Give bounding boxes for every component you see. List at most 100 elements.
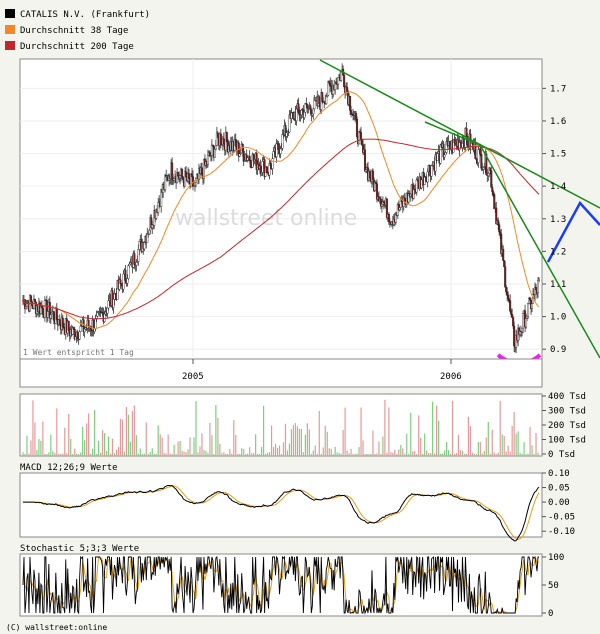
price-candle-body bbox=[309, 105, 312, 111]
volume-bar bbox=[537, 452, 539, 456]
volume-bar bbox=[91, 448, 94, 456]
volume-bar bbox=[173, 444, 175, 456]
volume-bar bbox=[93, 410, 96, 456]
volume-bar bbox=[481, 453, 483, 456]
volume-bar bbox=[336, 452, 338, 456]
volume-bar bbox=[101, 430, 104, 456]
volume-bar bbox=[402, 448, 404, 456]
stochastic-lines bbox=[22, 555, 539, 615]
price-candle-body bbox=[138, 241, 141, 250]
volume-bar bbox=[292, 424, 295, 456]
volume-bar bbox=[338, 452, 340, 456]
volume-bar bbox=[62, 453, 64, 456]
volume-bar bbox=[119, 418, 122, 456]
volume-bar bbox=[515, 433, 517, 456]
volume-bar bbox=[151, 448, 153, 456]
volume-bar bbox=[221, 453, 223, 456]
volume-bar bbox=[268, 452, 271, 456]
price-candle-body bbox=[96, 312, 99, 317]
volume-bar bbox=[125, 407, 127, 456]
volume-bar bbox=[280, 453, 283, 456]
volume-bar bbox=[253, 453, 255, 456]
price-candle-body bbox=[318, 96, 321, 105]
price-candle-body bbox=[538, 278, 541, 281]
volume-bar bbox=[179, 440, 181, 456]
volume-bar bbox=[165, 453, 167, 456]
trendline-long bbox=[319, 59, 600, 209]
macd-y-tick-label: -0.05 bbox=[548, 513, 575, 523]
macd-y-tick-label: 0.10 bbox=[548, 469, 570, 479]
ma200-line bbox=[22, 138, 540, 320]
price-candle-body bbox=[281, 134, 284, 149]
price-candle-body bbox=[210, 144, 213, 156]
volume-bar bbox=[529, 426, 531, 456]
price-candle-body bbox=[122, 273, 125, 290]
price-candle-body bbox=[443, 154, 446, 158]
volume-bar bbox=[211, 435, 213, 456]
volume-bar bbox=[26, 435, 28, 456]
volume-bar bbox=[428, 452, 430, 456]
volume-bar bbox=[72, 453, 74, 456]
volume-bar bbox=[95, 453, 98, 456]
price-candle-body bbox=[490, 170, 493, 188]
volume-bar bbox=[139, 448, 141, 456]
price-candle-body bbox=[513, 325, 516, 347]
price-candle-body bbox=[444, 152, 447, 156]
volume-bar bbox=[509, 451, 511, 456]
volume-bar bbox=[503, 436, 505, 456]
volume-bar bbox=[66, 453, 68, 456]
price-candle-body bbox=[512, 317, 515, 327]
volume-bar bbox=[388, 407, 390, 456]
volume-bar bbox=[346, 450, 348, 456]
price-candle-body bbox=[535, 287, 538, 291]
price-candle-body bbox=[298, 110, 301, 116]
price-candle-body bbox=[522, 313, 525, 329]
volume-bar bbox=[203, 450, 205, 456]
volume-y-tick-label: 400 Tsd bbox=[548, 392, 586, 402]
volume-bar bbox=[473, 453, 475, 456]
price-candle-body bbox=[265, 166, 268, 173]
price-candle-body bbox=[177, 172, 180, 177]
legend-swatch-ma200 bbox=[5, 41, 15, 50]
volume-bar bbox=[278, 445, 281, 456]
price-candle-body bbox=[127, 265, 130, 279]
price-candle-body bbox=[33, 298, 36, 303]
volume-bar bbox=[76, 453, 78, 456]
price-candle-body bbox=[103, 313, 106, 322]
volume-bar bbox=[261, 446, 263, 456]
volume-bar bbox=[465, 453, 468, 456]
volume-bar bbox=[463, 453, 466, 456]
price-candle-body bbox=[477, 149, 480, 164]
volume-bar bbox=[243, 448, 245, 456]
price-grid bbox=[20, 59, 542, 359]
volume-bar bbox=[263, 405, 265, 456]
price-candle-body bbox=[290, 112, 293, 119]
price-candle-body bbox=[72, 327, 75, 330]
price-candle-body bbox=[346, 86, 349, 92]
price-candle-body bbox=[83, 328, 86, 332]
price-candle-body bbox=[465, 127, 468, 137]
volume-bar bbox=[78, 453, 80, 456]
volume-y-tick-label: 100 Tsd bbox=[548, 436, 586, 446]
volume-bar bbox=[410, 412, 412, 456]
volume-bar bbox=[366, 454, 368, 456]
volume-bar bbox=[527, 453, 529, 456]
price-candle-body bbox=[181, 168, 184, 178]
price-candle-body bbox=[269, 163, 272, 167]
trendline-short bbox=[479, 144, 600, 359]
price-candle-body bbox=[415, 179, 418, 193]
price-candle-body bbox=[492, 191, 495, 195]
price-candle-body bbox=[43, 300, 46, 318]
volume-bar bbox=[318, 410, 320, 456]
volume-bar bbox=[296, 426, 299, 456]
volume-bar bbox=[376, 453, 378, 456]
price-candle-body bbox=[430, 165, 433, 177]
volume-bar bbox=[90, 453, 92, 456]
volume-bar bbox=[455, 453, 458, 456]
legend-swatch-price bbox=[5, 9, 15, 18]
stochastic-y-axis: 100 50 0 bbox=[542, 553, 564, 619]
volume-bar bbox=[58, 453, 60, 456]
volume-bar bbox=[129, 441, 131, 456]
price-candle-body bbox=[119, 279, 122, 284]
resolution-note: 1 Wert entspricht 1 Tag bbox=[23, 348, 134, 357]
